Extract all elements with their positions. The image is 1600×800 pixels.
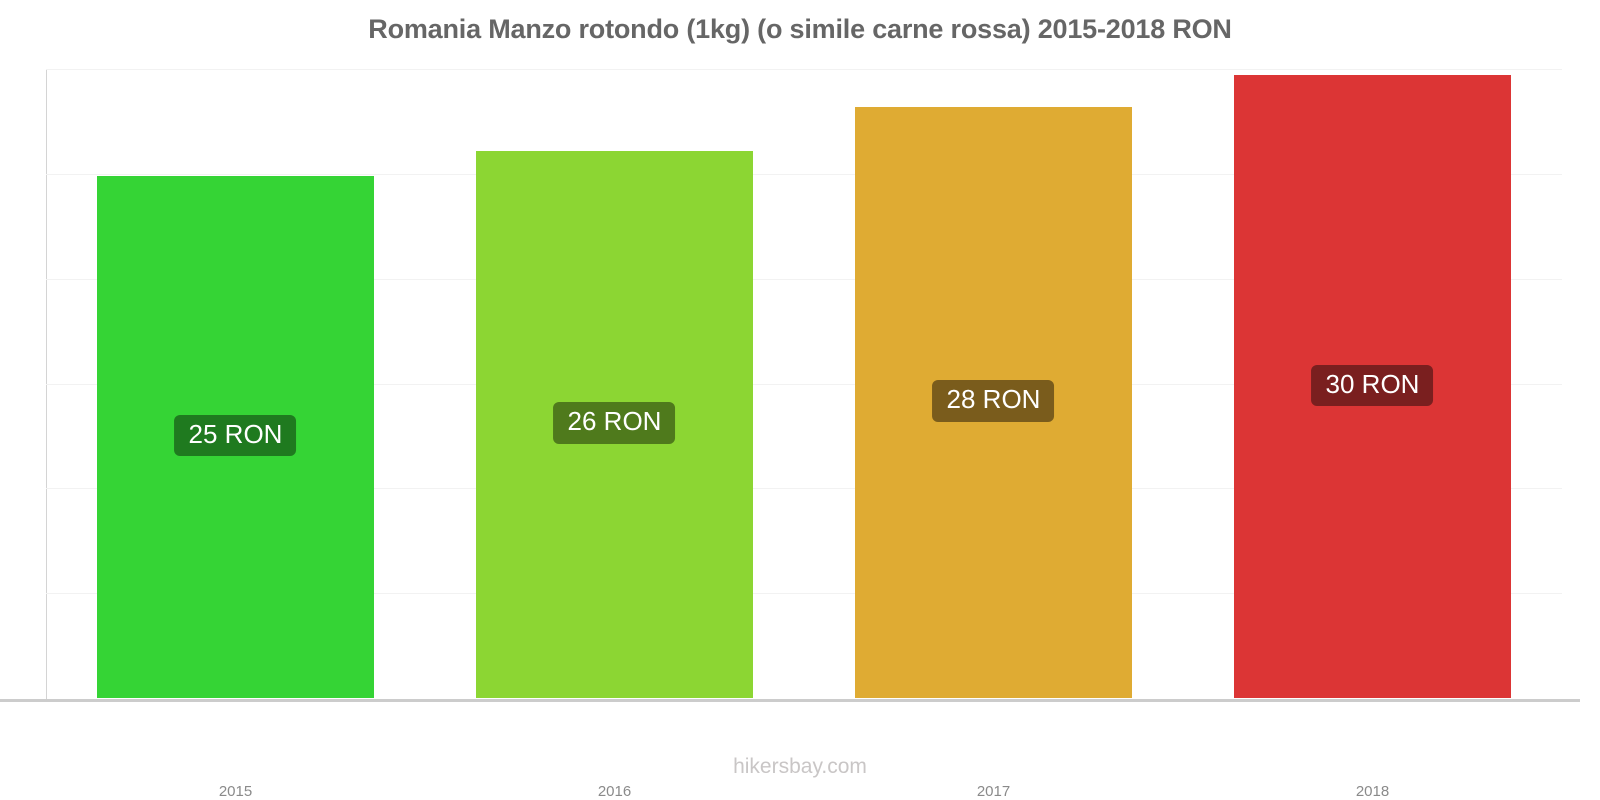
x-axis-tick-label: 2015 (218, 783, 253, 800)
x-axis-tick-label: 2017 (976, 783, 1011, 800)
gridline (46, 488, 1562, 490)
bar-value-label: 28 RON (932, 380, 1055, 422)
gridline (46, 593, 1562, 595)
gridline (46, 383, 1562, 385)
gridline (46, 173, 1562, 175)
bar[interactable]: 26 RON (476, 150, 753, 698)
x-axis-line (0, 699, 1580, 702)
page-title: Romania Manzo rotondo (1kg) (o simile ca… (368, 14, 1232, 44)
bar[interactable]: 28 RON (855, 106, 1132, 698)
x-axis-tick-label: 2016 (597, 783, 632, 800)
y-axis-line (46, 69, 47, 700)
bar-value-label: 26 RON (553, 402, 676, 444)
x-axis-tick-label: 2018 (1355, 783, 1390, 800)
bar[interactable]: 30 RON (1234, 75, 1511, 698)
footer-credit: hikersbay.com (733, 755, 867, 778)
gridline (46, 69, 1562, 70)
bar-value-label: 25 RON (174, 414, 297, 457)
bar[interactable]: 25 RON (97, 175, 374, 698)
bar-value-label: 30 RON (1311, 364, 1434, 406)
gridline (46, 278, 1562, 280)
